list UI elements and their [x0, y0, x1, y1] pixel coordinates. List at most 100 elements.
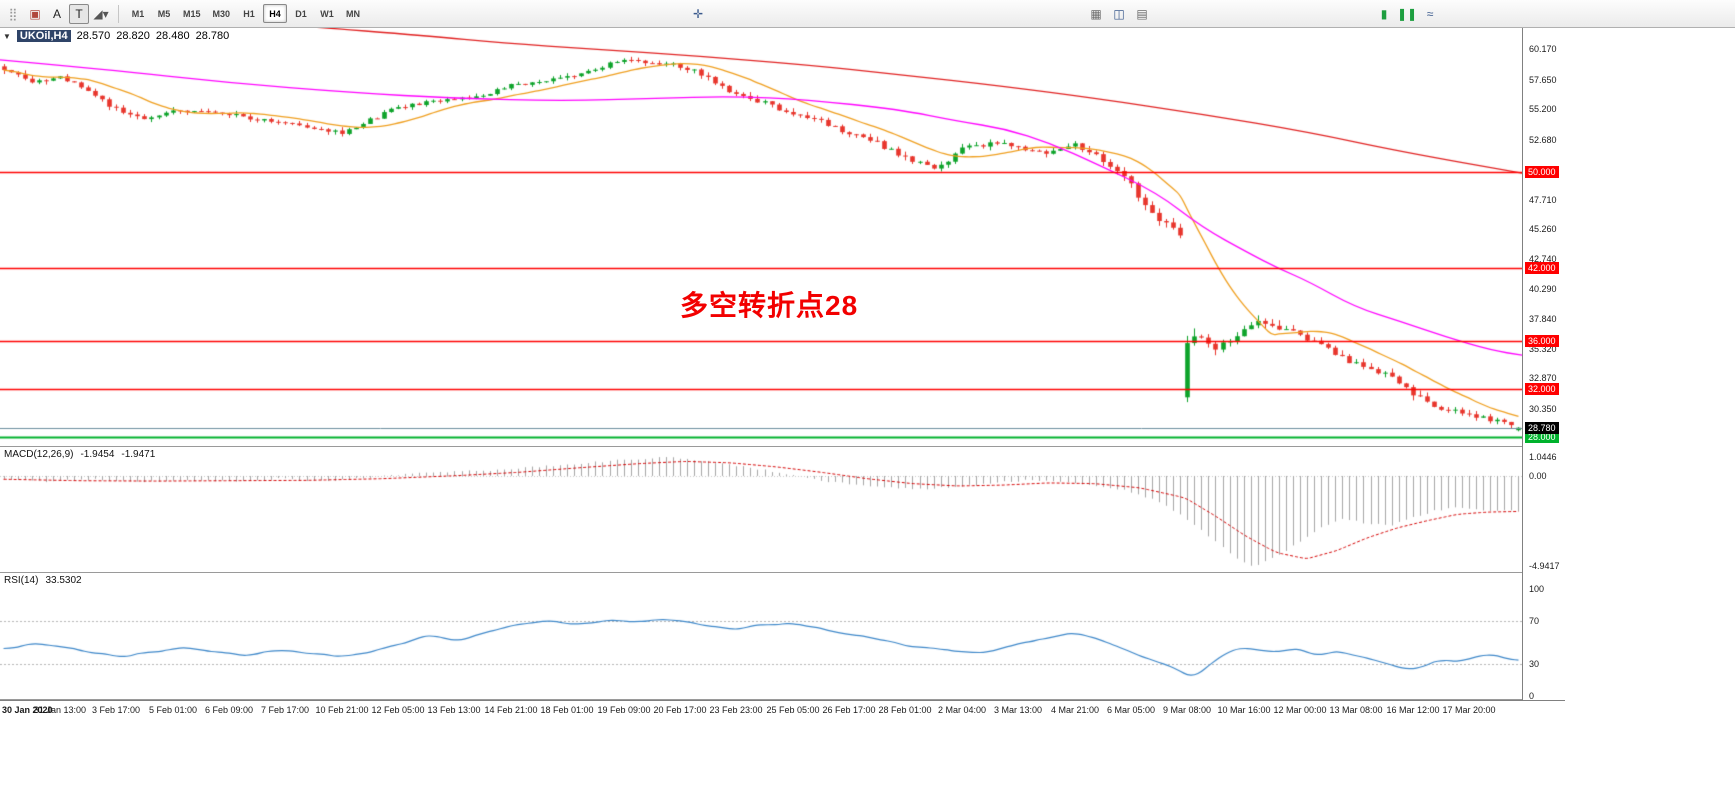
time-tick: 12 Mar 00:00 — [1273, 705, 1327, 715]
time-tick: 31 Jan 13:00 — [33, 705, 87, 715]
price-chart-panel[interactable]: ▼ UKOil,H4 28.570 28.820 28.480 28.780 多… — [0, 28, 1522, 446]
hline-price-badge: 50.000 — [1525, 165, 1559, 178]
time-tick: 26 Feb 17:00 — [822, 705, 876, 715]
time-tick: 12 Feb 05:00 — [371, 705, 425, 715]
line-chart-icon[interactable]: ≈ — [1426, 7, 1434, 21]
rsi-name: RSI(14) — [4, 575, 39, 586]
new-order-icon[interactable]: ▣ — [29, 6, 41, 21]
time-tick: 5 Feb 01:00 — [148, 705, 198, 715]
time-tick: 6 Feb 09:00 — [204, 705, 254, 715]
hline-price-badge: 36.000 — [1525, 334, 1559, 347]
toolbar: ⣿ ▣ A T ◢▾ M1 M5 M15 M30 H1 H4 D1 W1 MN ✛ ▦ ◫ ▤ ▮ ❚❚ ≈ — [0, 0, 1735, 28]
new-chart-icon[interactable]: ◫ — [1113, 7, 1125, 21]
time-tick: 3 Feb 17:00 — [91, 705, 141, 715]
time-tick: 13 Feb 13:00 — [427, 705, 481, 715]
price-tick: 35.320 — [1529, 343, 1557, 354]
panel-splitter-main-macd[interactable] — [0, 446, 1565, 447]
time-tick: 23 Feb 23:00 — [709, 705, 763, 715]
time-tick: 4 Mar 21:00 — [1050, 705, 1100, 715]
time-tick: 9 Mar 08:00 — [1162, 705, 1212, 715]
timeframe-button-d1[interactable]: D1 — [289, 4, 313, 23]
price-tick: 45.260 — [1529, 224, 1557, 235]
time-tick: 3 Mar 13:00 — [993, 705, 1043, 715]
one-click-trading-arrow-icon[interactable]: ▼ — [3, 31, 11, 41]
chart-title[interactable]: ▼ UKOil,H4 28.570 28.820 28.480 28.780 — [3, 30, 229, 42]
text-tool-icon[interactable]: T — [69, 3, 89, 24]
time-tick: 7 Feb 17:00 — [260, 705, 310, 715]
timeframe-button-h1[interactable]: H1 — [237, 4, 261, 23]
text-label-icon[interactable]: A — [52, 6, 61, 21]
crosshair-icon[interactable]: ✛ — [692, 7, 704, 21]
price-tick: 60.170 — [1529, 44, 1557, 55]
timeframe-button-m5[interactable]: M5 — [152, 4, 176, 23]
macd-label: MACD(12,26,9) -1.9454 -1.9471 — [4, 449, 155, 460]
current-price-badge: 28.780 — [1525, 421, 1559, 434]
macd-tick: 1.0446 — [1529, 451, 1557, 462]
ohlc-close: 28.780 — [195, 30, 230, 42]
rsi-value: 33.5302 — [45, 575, 82, 586]
toolbars-drag-handle-icon[interactable]: ⣿ — [8, 6, 18, 21]
bar-chart-icon[interactable]: ❚❚ — [1396, 7, 1418, 21]
time-tick: 6 Mar 05:00 — [1106, 705, 1156, 715]
chart-annotation-text[interactable]: 多空转折点28 — [680, 290, 859, 321]
toolbar-group-3: ▦ ◫ ▤ — [1086, 4, 1152, 24]
rsi-panel[interactable]: RSI(14) 33.5302 — [0, 573, 1522, 699]
price-tick: 40.290 — [1529, 283, 1557, 294]
time-tick: 30 Jan 2020 — [2, 705, 53, 715]
time-tick: 13 Mar 08:00 — [1329, 705, 1383, 715]
hline-price-badge: 28.000 — [1525, 431, 1559, 444]
time-tick: 10 Feb 21:00 — [315, 705, 369, 715]
ohlc-low: 28.480 — [155, 30, 190, 42]
macd-panel[interactable]: MACD(12,26,9) -1.9454 -1.9471 — [0, 447, 1522, 572]
time-tick: 18 Feb 01:00 — [540, 705, 594, 715]
timeframe-button-h4[interactable]: H4 — [263, 4, 288, 23]
price-axis[interactable]: 60.170 57.650 55.200 52.680 47.710 45.260 42.7… — [1522, 28, 1565, 701]
price-tick: 30.350 — [1529, 403, 1557, 414]
timeframe-button-w1[interactable]: W1 — [315, 4, 339, 23]
timeframe-button-mn[interactable]: MN — [341, 4, 365, 23]
time-tick: 19 Feb 09:00 — [597, 705, 651, 715]
hline-price-badge: 32.000 — [1525, 382, 1559, 395]
time-tick: 14 Feb 21:00 — [484, 705, 538, 715]
rsi-tick: 100 — [1529, 584, 1545, 594]
tile-windows-icon[interactable]: ▦ — [1090, 7, 1102, 21]
panel-splitter-macd-rsi[interactable] — [0, 572, 1565, 573]
macd-value-main: -1.9454 — [80, 449, 115, 460]
chart-list-icon[interactable]: ▤ — [1136, 7, 1148, 21]
time-tick: 25 Feb 05:00 — [766, 705, 820, 715]
macd-canvas[interactable] — [0, 447, 1522, 572]
price-tick: 37.840 — [1529, 313, 1557, 324]
price-tick: 47.710 — [1529, 194, 1557, 205]
symbol-timeframe-label: UKOil,H4 — [16, 30, 71, 42]
ohlc-high: 28.820 — [116, 30, 150, 42]
macd-name: MACD(12,26,9) — [4, 449, 74, 460]
time-tick: 2 Mar 04:00 — [937, 705, 987, 715]
time-tick: 28 Feb 01:00 — [878, 705, 932, 715]
rsi-tick: 0 — [1529, 691, 1535, 701]
rsi-canvas[interactable] — [0, 573, 1522, 699]
timeframe-button-m15[interactable]: M15 — [178, 4, 206, 23]
rsi-label: RSI(14) 33.5302 — [4, 575, 82, 586]
panel-splitter-bottom[interactable] — [0, 699, 1565, 700]
macd-tick: -4.9417 — [1529, 561, 1560, 572]
price-tick: 42.740 — [1529, 254, 1557, 265]
rsi-tick: 70 — [1529, 616, 1540, 627]
chart-window: ▼ UKOil,H4 28.570 28.820 28.480 28.780 多… — [0, 28, 1565, 718]
price-tick: 57.650 — [1529, 74, 1557, 85]
candlestick-chart-icon[interactable]: ▮ — [1380, 7, 1388, 21]
toolbar-group-2: ✛ — [688, 4, 708, 24]
timeframe-button-m30[interactable]: M30 — [208, 4, 236, 23]
price-tick: 55.200 — [1529, 104, 1557, 115]
hline-price-badge: 42.000 — [1525, 262, 1559, 275]
time-axis[interactable]: 30 Jan 2020 31 Jan 13:00 3 Feb 17:00 5 Feb … — [0, 700, 1565, 718]
draw-shapes-icon[interactable]: ◢▾ — [93, 6, 109, 21]
price-tick: 32.870 — [1529, 373, 1557, 384]
price-chart-canvas[interactable] — [0, 28, 1522, 446]
toolbar-separator — [118, 4, 119, 23]
time-tick: 10 Mar 16:00 — [1217, 705, 1271, 715]
time-tick: 20 Feb 17:00 — [653, 705, 707, 715]
macd-value-signal: -1.9471 — [121, 449, 156, 460]
time-tick: 17 Mar 20:00 — [1442, 705, 1496, 715]
timeframe-button-m1[interactable]: M1 — [126, 4, 150, 23]
time-tick: 16 Mar 12:00 — [1386, 705, 1440, 715]
